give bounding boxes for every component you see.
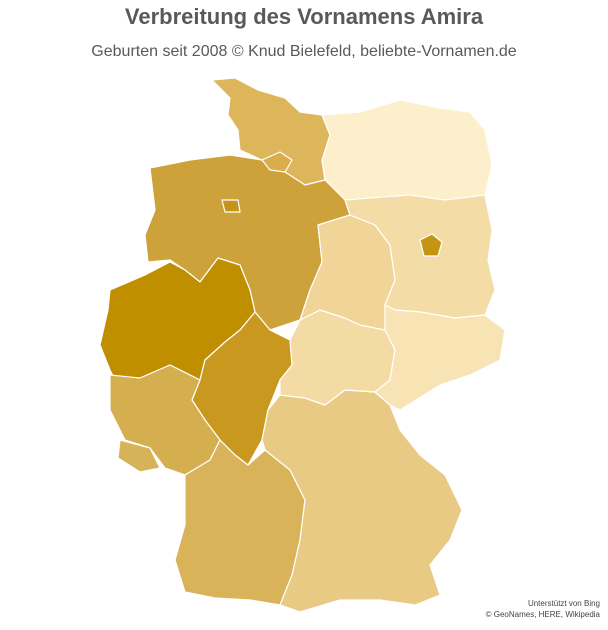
attribution: Unterstützt von Bing xyxy=(528,599,600,608)
title: Verbreitung des Vornamens Amira xyxy=(125,4,484,29)
region xyxy=(221,199,241,213)
region xyxy=(321,99,493,201)
region xyxy=(117,439,161,473)
region xyxy=(419,233,443,257)
region xyxy=(374,304,506,411)
region xyxy=(261,151,293,173)
subtitle: Geburten seit 2008 © Knud Bielefeld, bel… xyxy=(91,43,517,60)
states xyxy=(99,77,506,613)
attribution: © GeoNames, HERE, Wikipedia xyxy=(486,610,601,619)
